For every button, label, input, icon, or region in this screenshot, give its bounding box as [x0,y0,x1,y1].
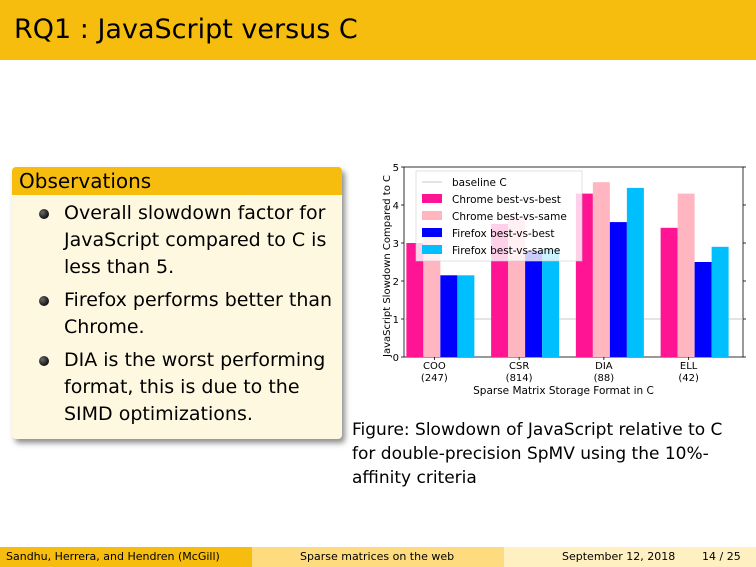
x-tick-label: CSR [509,361,529,372]
y-tick-label: 5 [393,163,399,174]
bar-ell-3 [711,246,729,357]
bar-coo-2 [440,275,458,357]
observation-text: Firefox performs better than Chrome. [64,289,333,338]
bar-ell-2 [694,262,712,357]
x-tick-label: COO [423,361,446,372]
x-tick-count: (42) [678,373,699,384]
footer-authors: Sandhu, Herrera, and Hendren (McGill) [6,550,220,563]
observations-title: Observations [12,167,342,195]
x-axis-label: Sparse Matrix Storage Format in C [473,385,654,397]
legend-label: Chrome best-vs-best [452,194,561,206]
x-tick-label: ELL [680,361,698,372]
slide-title: RQ1 : JavaScript versus C [14,14,358,45]
footer-date: September 12, 2018 [562,550,676,563]
x-tick-label: DIA [595,361,613,372]
chart-svg: 0 1 2 3 4 5 COO(247) CSR(814) DIA(88) ELL(42) base… [382,163,746,397]
legend-label: Chrome best-vs-same [452,211,567,223]
bar-csr-2 [525,250,543,357]
observation-text: Overall slowdown factor for JavaScript c… [64,202,327,278]
y-tick-label: 0 [393,353,399,364]
y-tick-label: 2 [393,277,399,288]
x-tick-count: (88) [594,373,615,384]
legend-swatch [422,245,442,254]
y-tick-label: 3 [393,239,399,250]
bar-csr-3 [542,248,560,357]
bar-dia-1 [592,182,610,357]
y-tick-label: 4 [393,201,399,212]
footer-date-panel: September 12, 2018 14 / 25 [504,547,756,567]
legend-box [415,170,583,262]
bullet-icon [39,209,49,219]
bar-dia-3 [626,187,644,357]
legend-swatch [422,194,442,203]
figure-caption: Figure: Slowdown of JavaScript relative … [352,420,723,488]
bullet-icon [39,356,49,366]
slide-footer: Sandhu, Herrera, and Hendren (McGill) Sp… [0,547,756,567]
legend-label: Firefox best-vs-same [452,245,560,257]
footer-page-number: 14 / 25 [702,550,741,563]
bar-coo-0 [406,243,424,357]
observations-block: Observations Overall slowdown factor for… [12,167,342,439]
slowdown-chart: 0 1 2 3 4 5 COO (247) CSR (814) DIA (88) ELL (42) base… [378,156,756,406]
bar-dia-2 [609,222,627,357]
legend-label: Firefox best-vs-best [452,228,555,240]
bullet-icon [39,296,49,306]
y-axis-label: JavaScript Slowdown Compared to C [382,175,393,358]
legend-swatch [422,211,442,220]
bar-coo-1 [423,235,441,357]
footer-talk-panel: Sparse matrices on the web [252,547,504,567]
observation-item: DIA is the worst performing format, this… [36,347,334,428]
x-tick-count: (814) [506,373,533,384]
legend-swatch [422,228,442,237]
observation-item: Overall slowdown factor for JavaScript c… [36,200,334,281]
observation-item: Firefox performs better than Chrome. [36,287,334,341]
footer-authors-panel: Sandhu, Herrera, and Hendren (McGill) [0,547,252,567]
observation-text: DIA is the worst performing format, this… [64,349,326,425]
y-tick-label: 1 [393,315,399,326]
bar-ell-1 [677,193,695,357]
slide-header: RQ1 : JavaScript versus C [0,0,756,60]
bar-coo-3 [457,275,475,357]
legend-label: baseline C [452,177,507,189]
footer-talk-title: Sparse matrices on the web [300,550,455,563]
bar-ell-0 [660,227,678,357]
x-tick-count: (247) [421,373,448,384]
observations-list: Overall slowdown factor for JavaScript c… [12,195,342,428]
